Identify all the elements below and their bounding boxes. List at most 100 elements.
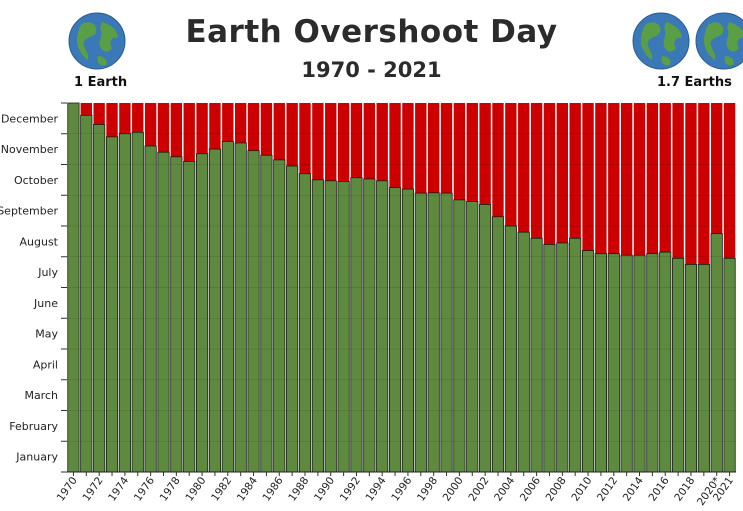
bar-overshoot bbox=[363, 103, 376, 179]
x-tick-label: 1990 bbox=[312, 475, 337, 504]
bar-overshoot bbox=[350, 103, 363, 178]
partial-globe-icon bbox=[695, 12, 743, 70]
bar-overshoot bbox=[183, 103, 195, 162]
bar-overshoot bbox=[633, 103, 646, 256]
bar-within-budget bbox=[684, 264, 698, 473]
bar-overshoot bbox=[646, 103, 659, 254]
y-tick-label: March bbox=[24, 389, 58, 402]
bar-within-budget bbox=[247, 150, 260, 473]
x-tick-label: 1988 bbox=[286, 475, 311, 504]
y-tick-label: May bbox=[35, 328, 58, 341]
x-tick-label: 2000 bbox=[441, 475, 466, 504]
bar-overshoot bbox=[132, 103, 144, 133]
bar-within-budget bbox=[105, 136, 119, 473]
bar-overshoot bbox=[415, 103, 427, 194]
bar-overshoot bbox=[427, 103, 440, 193]
bar-within-budget bbox=[183, 161, 196, 473]
bar-within-budget bbox=[324, 180, 337, 473]
chart-subtitle: 1970 - 2021 bbox=[301, 58, 442, 82]
x-tick-label: 1980 bbox=[183, 475, 208, 504]
bar-within-budget bbox=[298, 173, 312, 473]
y-tick-label: February bbox=[9, 420, 58, 433]
bar-within-budget bbox=[80, 114, 93, 473]
bar-within-budget bbox=[363, 178, 376, 473]
x-tick-label: 2012 bbox=[595, 475, 620, 504]
x-tick-label: 2004 bbox=[492, 475, 517, 504]
bar-within-budget bbox=[466, 200, 479, 473]
bar-within-budget bbox=[208, 148, 222, 473]
y-tick-label: September bbox=[0, 205, 58, 218]
bar-within-budget bbox=[427, 192, 440, 473]
bar-within-budget bbox=[286, 165, 299, 473]
bar-overshoot bbox=[723, 103, 736, 259]
bar-within-budget bbox=[659, 251, 672, 473]
bar-overshoot bbox=[556, 103, 568, 243]
bar-overshoot bbox=[698, 103, 710, 265]
bar-overshoot bbox=[440, 103, 453, 194]
globe-icon bbox=[632, 12, 690, 70]
bar-overshoot bbox=[543, 103, 556, 245]
bar-overshoot bbox=[286, 103, 298, 167]
bar-overshoot bbox=[170, 103, 183, 157]
bar-overshoot bbox=[106, 103, 118, 137]
x-tick-label: 1976 bbox=[132, 475, 157, 504]
bar-overshoot bbox=[337, 103, 350, 182]
x-tick-label: 1984 bbox=[235, 475, 260, 504]
bar-within-budget bbox=[350, 177, 363, 473]
y-tick-label: August bbox=[20, 235, 59, 248]
bar-within-budget bbox=[388, 187, 402, 473]
bar-overshoot bbox=[273, 103, 285, 160]
x-tick-label: 1986 bbox=[261, 475, 286, 504]
bar-overshoot bbox=[93, 103, 105, 125]
y-tick-label: June bbox=[33, 297, 58, 310]
y-tick-label: October bbox=[14, 174, 58, 187]
bar-overshoot bbox=[325, 103, 337, 181]
bar-within-budget bbox=[196, 153, 209, 473]
bar-within-budget bbox=[144, 145, 157, 473]
bar-within-budget bbox=[723, 257, 736, 473]
bar-overshoot bbox=[659, 103, 671, 253]
bar-within-budget bbox=[414, 192, 427, 473]
bar-overshoot bbox=[569, 103, 581, 239]
bar-within-budget bbox=[401, 188, 415, 473]
bar-within-budget bbox=[234, 142, 247, 473]
y-tick-label: November bbox=[1, 143, 59, 156]
bar-overshoot bbox=[466, 103, 478, 202]
x-tick-label: 2010 bbox=[569, 475, 594, 504]
x-tick-label: 1992 bbox=[338, 475, 363, 504]
bar-overshoot bbox=[672, 103, 684, 259]
bar-overshoot bbox=[312, 103, 324, 180]
bar-series bbox=[67, 102, 736, 473]
bar-overshoot bbox=[402, 103, 414, 190]
y-tick-label: January bbox=[15, 451, 58, 464]
x-tick-label: 2002 bbox=[466, 475, 491, 504]
bar-within-budget bbox=[170, 156, 183, 473]
bar-overshoot bbox=[222, 103, 234, 142]
bar-within-budget bbox=[710, 233, 723, 473]
x-tick-label: 1972 bbox=[80, 475, 105, 504]
y-tick-label: April bbox=[33, 358, 58, 371]
bar-overshoot bbox=[608, 103, 620, 254]
bar-within-budget bbox=[594, 253, 607, 473]
bar-overshoot bbox=[299, 103, 311, 174]
x-tick-label: 1996 bbox=[389, 475, 414, 504]
bar-within-budget bbox=[118, 133, 131, 473]
bar-within-budget bbox=[337, 181, 350, 473]
bar-within-budget bbox=[479, 204, 492, 473]
bar-overshoot bbox=[492, 103, 504, 217]
bar-within-budget bbox=[697, 264, 710, 473]
bar-within-budget bbox=[646, 253, 659, 473]
one-earth-label: 1 Earth bbox=[74, 75, 128, 90]
bar-within-budget bbox=[376, 180, 389, 473]
bar-within-budget bbox=[581, 250, 595, 473]
bar-within-budget bbox=[221, 141, 234, 473]
bar-within-budget bbox=[530, 237, 543, 473]
bar-within-budget bbox=[491, 216, 505, 473]
bar-overshoot bbox=[157, 103, 170, 153]
x-tick-label: 2008 bbox=[544, 475, 569, 504]
bar-overshoot bbox=[144, 103, 157, 147]
bar-overshoot bbox=[119, 103, 131, 134]
bar-overshoot bbox=[376, 103, 388, 181]
bar-overshoot bbox=[247, 103, 260, 151]
